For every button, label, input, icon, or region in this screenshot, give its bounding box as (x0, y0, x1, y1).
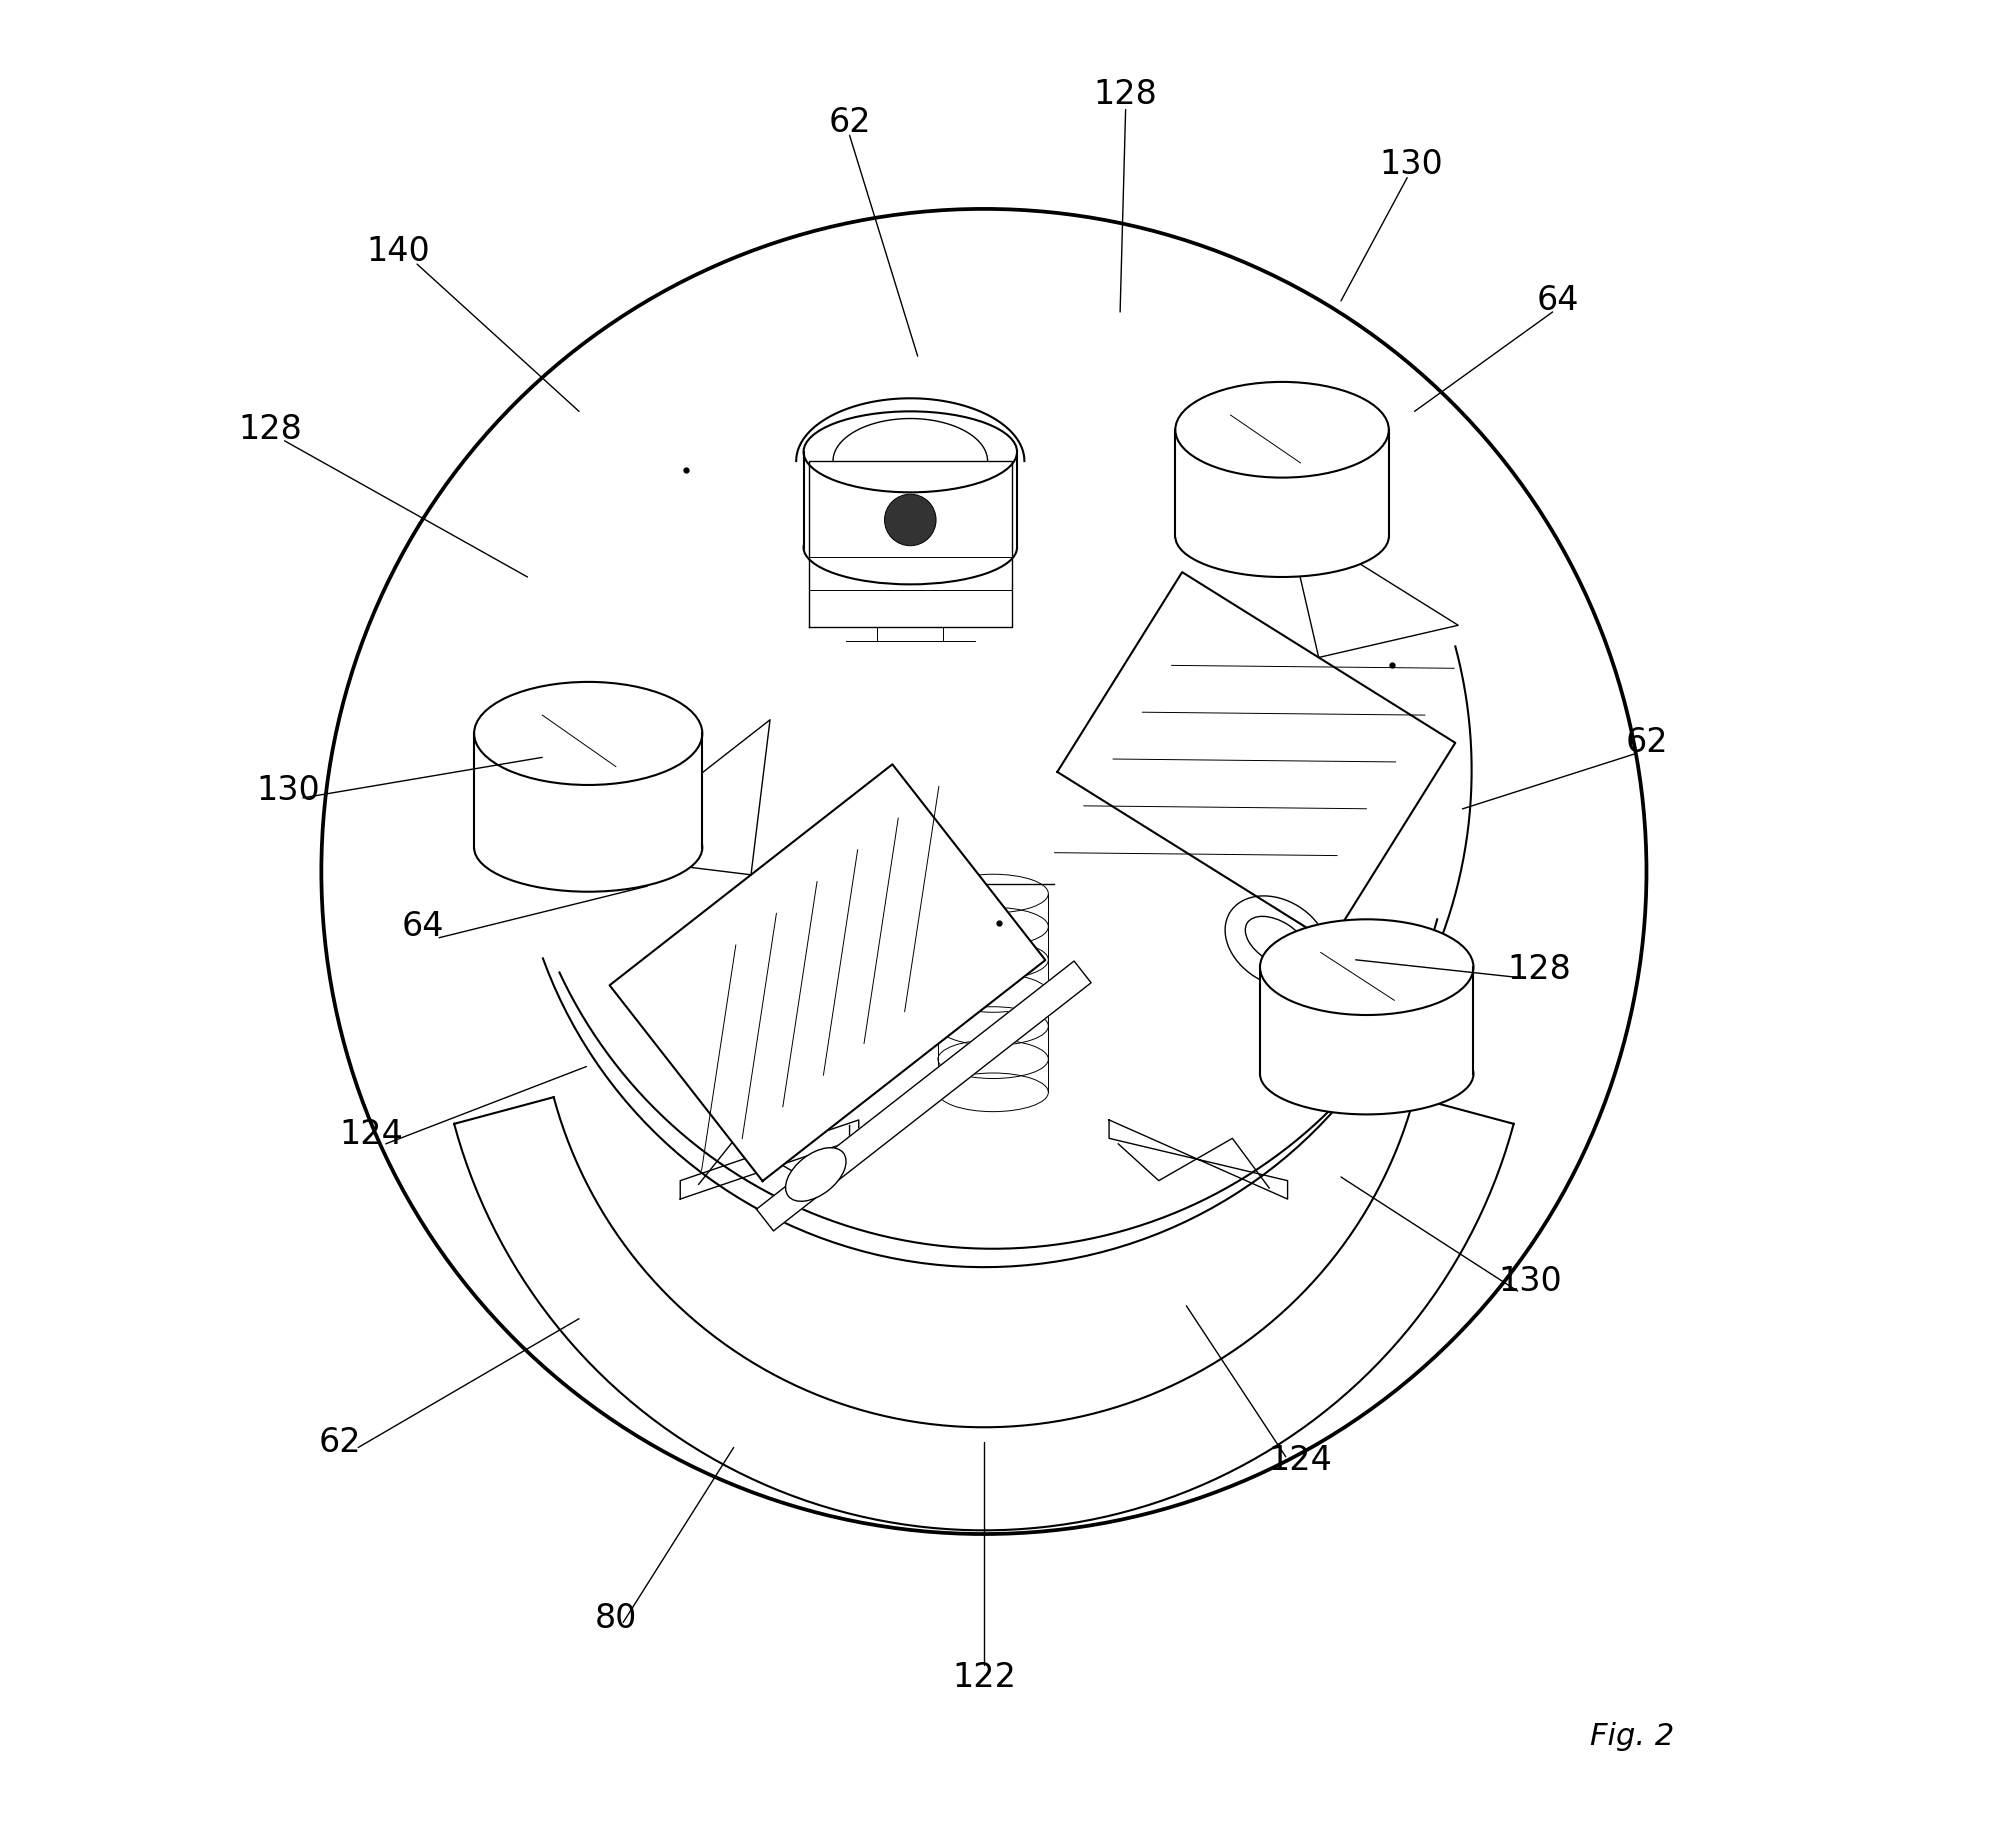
Polygon shape (1175, 430, 1388, 537)
Text: 62: 62 (1626, 725, 1668, 759)
Ellipse shape (1175, 382, 1388, 478)
Text: 124: 124 (1268, 1444, 1332, 1477)
Circle shape (885, 495, 936, 546)
Ellipse shape (785, 1148, 847, 1202)
Text: 64: 64 (400, 910, 445, 943)
Ellipse shape (803, 412, 1016, 493)
Polygon shape (1286, 519, 1459, 657)
Text: 130: 130 (256, 773, 320, 807)
Text: 80: 80 (596, 1602, 638, 1636)
Ellipse shape (475, 681, 702, 785)
Text: 130: 130 (1378, 148, 1443, 181)
Text: 130: 130 (1499, 1265, 1563, 1298)
Ellipse shape (1260, 1034, 1473, 1115)
Polygon shape (803, 452, 1016, 548)
Text: 128: 128 (1507, 953, 1571, 986)
Polygon shape (1058, 572, 1455, 943)
Text: 64: 64 (1537, 284, 1579, 318)
Text: 140: 140 (366, 234, 431, 268)
Polygon shape (610, 764, 1046, 1181)
Text: Fig. 2: Fig. 2 (1589, 1722, 1674, 1752)
Polygon shape (475, 733, 702, 847)
Polygon shape (596, 720, 771, 875)
Text: 122: 122 (952, 1661, 1016, 1695)
Text: 128: 128 (1095, 78, 1157, 111)
Text: 124: 124 (340, 1119, 402, 1152)
Ellipse shape (1245, 916, 1308, 967)
Ellipse shape (803, 511, 1016, 585)
Ellipse shape (475, 803, 702, 892)
Text: 62: 62 (829, 105, 871, 138)
Ellipse shape (1260, 919, 1473, 1015)
Text: 128: 128 (237, 414, 302, 447)
Polygon shape (1260, 967, 1473, 1074)
Polygon shape (757, 962, 1091, 1231)
Ellipse shape (1175, 497, 1388, 578)
Text: 62: 62 (318, 1425, 360, 1458)
